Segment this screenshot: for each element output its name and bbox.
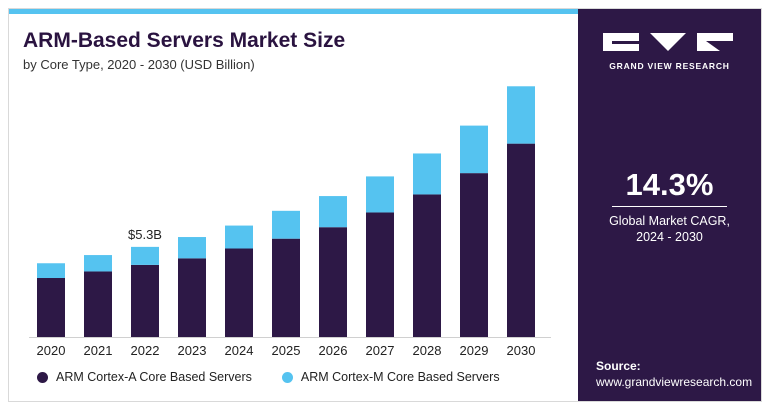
bar-cortex-a-2025 bbox=[272, 238, 300, 337]
grand-view-research-logo bbox=[603, 33, 733, 51]
x-tick-label: 2025 bbox=[272, 343, 301, 358]
x-tick-label: 2020 bbox=[37, 343, 66, 358]
bar-cortex-m-2025 bbox=[272, 210, 300, 239]
cagr-label-line2: 2024 - 2030 bbox=[636, 230, 703, 244]
x-tick-label: 2023 bbox=[178, 343, 207, 358]
legend-swatch-cortex-a bbox=[37, 371, 48, 383]
bar-cortex-m-2027 bbox=[366, 176, 394, 213]
x-tick-label: 2030 bbox=[507, 343, 536, 358]
bar-cortex-a-2020 bbox=[37, 278, 65, 337]
cagr-label-line1: Global Market CAGR, bbox=[609, 214, 730, 228]
bar-cortex-m-2029 bbox=[460, 125, 488, 174]
legend-item-cortex-m: ARM Cortex-M Core Based Servers bbox=[281, 370, 500, 384]
x-tick-label: 2028 bbox=[413, 343, 442, 358]
legend-label-cortex-a: ARM Cortex-A Core Based Servers bbox=[56, 370, 252, 384]
source-label: Source: bbox=[596, 359, 641, 373]
cagr-divider bbox=[612, 206, 727, 207]
x-tick-label: 2029 bbox=[460, 343, 489, 358]
bar-cortex-m-2020 bbox=[37, 263, 65, 279]
cagr-label: Global Market CAGR, 2024 - 2030 bbox=[578, 213, 761, 245]
bar-cortex-a-2021 bbox=[84, 271, 112, 337]
legend-item-cortex-a: ARM Cortex-A Core Based Servers bbox=[37, 370, 252, 384]
cagr-value: 14.3% bbox=[625, 167, 714, 202]
x-tick-label: 2021 bbox=[84, 343, 113, 358]
x-tick-label: 2027 bbox=[366, 343, 395, 358]
bar-cortex-a-2024 bbox=[225, 248, 253, 337]
brand-name: GRAND VIEW RESEARCH bbox=[609, 61, 730, 71]
accent-bar bbox=[9, 9, 578, 14]
bar-cortex-a-2030 bbox=[507, 143, 535, 337]
bar-cortex-a-2022 bbox=[131, 264, 159, 337]
bar-cortex-m-2026 bbox=[319, 196, 347, 228]
bar-cortex-m-2024 bbox=[225, 225, 253, 249]
bar-cortex-a-2029 bbox=[460, 173, 488, 337]
chart-subtitle: by Core Type, 2020 - 2030 (USD Billion) bbox=[23, 57, 255, 72]
chart-title: ARM-Based Servers Market Size bbox=[23, 29, 346, 52]
bar-cortex-a-2026 bbox=[319, 227, 347, 337]
side-panel: GRAND VIEW RESEARCH 14.3% Global Market … bbox=[578, 9, 761, 401]
x-tick-label: 2024 bbox=[225, 343, 254, 358]
legend-swatch-cortex-m bbox=[281, 371, 293, 383]
source-url: www.grandviewresearch.com bbox=[596, 375, 753, 389]
x-tick-label: 2022 bbox=[131, 343, 160, 358]
data-label-2022: $5.3B bbox=[128, 227, 162, 242]
bar-cortex-m-2021 bbox=[84, 255, 112, 272]
bar-cortex-m-2028 bbox=[413, 153, 441, 195]
bar-cortex-m-2023 bbox=[178, 237, 206, 259]
bar-cortex-a-2028 bbox=[413, 194, 441, 337]
bar-cortex-m-2030 bbox=[507, 86, 535, 144]
bar-chart: 2020 2021 2022 $5.3B 2023 2024 2025 2026 2027 202… bbox=[29, 86, 551, 358]
x-tick-label: 2026 bbox=[319, 343, 348, 358]
legend-label-cortex-m: ARM Cortex-M Core Based Servers bbox=[300, 370, 500, 384]
bar-cortex-m-2022 bbox=[131, 246, 159, 265]
source-note: Source: www.grandviewresearch.com bbox=[596, 358, 752, 390]
chart-legend: ARM Cortex-A Core Based Servers ARM Cort… bbox=[37, 370, 530, 384]
bar-cortex-a-2023 bbox=[178, 258, 206, 337]
chart-card: ARM-Based Servers Market Size by Core Ty… bbox=[8, 8, 762, 402]
bar-cortex-a-2027 bbox=[366, 212, 394, 337]
